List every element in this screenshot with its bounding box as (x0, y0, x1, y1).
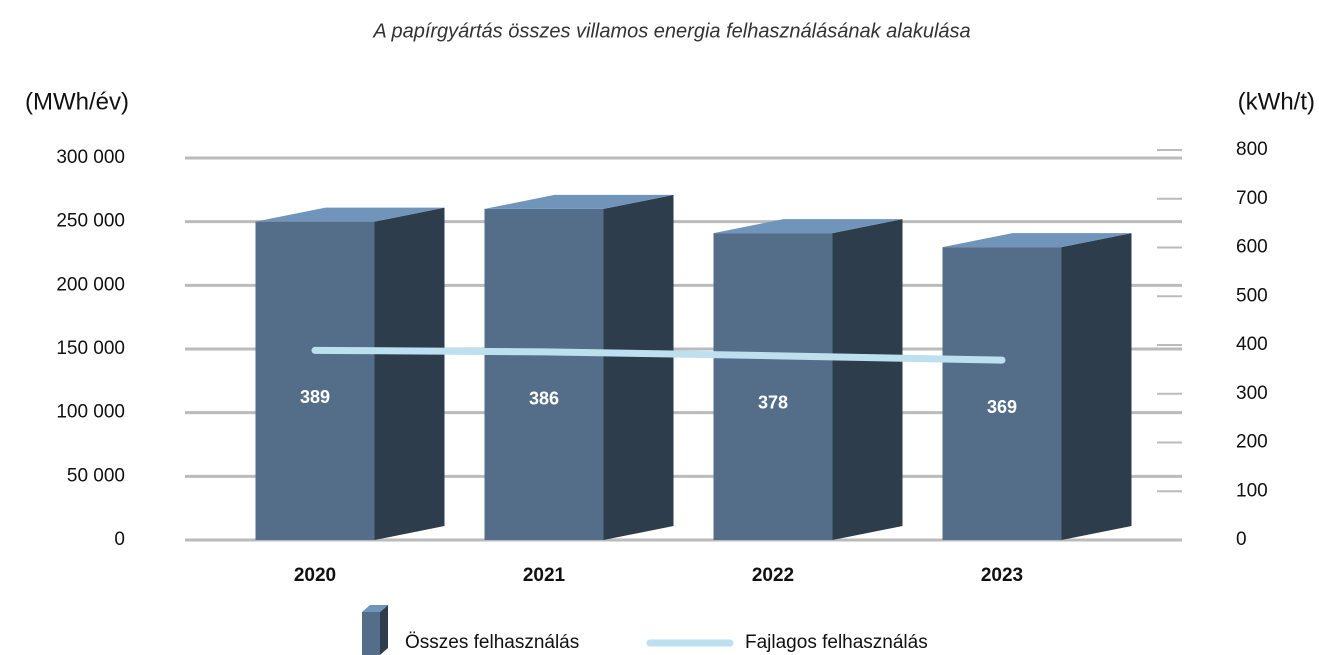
y-tick-label: 100 000 (56, 402, 125, 423)
y2-tick-label: 800 (1236, 139, 1268, 160)
bar-front (255, 221, 375, 540)
legend-swatch (362, 605, 388, 655)
x-tick-label: 2023 (981, 565, 1023, 586)
y2-tick-label: 200 (1236, 432, 1268, 453)
bar-front (713, 233, 833, 541)
y-tick-label: 150 000 (56, 338, 125, 359)
x-tick-label: 2021 (523, 565, 566, 586)
bar-front (942, 247, 1062, 540)
y-tick-label: 0 (114, 529, 125, 550)
bar-top (484, 194, 674, 209)
data-label: 378 (758, 392, 788, 412)
bar-top (713, 219, 903, 234)
y-tick-label: 250 000 (56, 211, 125, 232)
x-tick-label: 2020 (294, 565, 336, 586)
bar-top (255, 207, 445, 222)
y-axis-title: (MWh/év) (25, 88, 129, 115)
bar-front (484, 208, 604, 540)
legend-swatch-face (362, 612, 380, 655)
line (311, 346, 1006, 364)
y2-axis-title: (kWh/t) (1238, 88, 1315, 115)
legend-swatch-face (380, 605, 388, 655)
legend-swatch-face (362, 605, 388, 612)
y2-tick-label: 700 (1236, 188, 1268, 209)
y-tick-label: 300 000 (56, 147, 125, 168)
data-label: 369 (987, 397, 1017, 417)
y-tick-label: 50 000 (67, 465, 125, 486)
y2-tick-label: 600 (1236, 237, 1268, 258)
legend-label: Összes felhasználás (405, 632, 579, 653)
bar (713, 219, 903, 541)
y2-tick-label: 400 (1236, 334, 1268, 355)
y2-tick-label: 500 (1236, 285, 1268, 306)
bar-side (1061, 233, 1132, 540)
bar-side (374, 207, 445, 540)
x-tick-label: 2022 (752, 565, 794, 586)
legend-label: Fajlagos felhasználás (745, 632, 928, 653)
bar-top (942, 233, 1132, 248)
bar (255, 207, 445, 540)
y2-tick-label: 100 (1236, 480, 1268, 501)
y-tick-label: 200 000 (56, 274, 125, 295)
data-label: 389 (300, 387, 330, 407)
bar (942, 233, 1132, 540)
data-label: 386 (529, 389, 559, 409)
bar (484, 194, 674, 540)
y2-tick-label: 300 (1236, 383, 1268, 404)
bar-side (603, 194, 674, 540)
chart-title: A papírgyártás összes villamos energia f… (372, 20, 970, 42)
bar-side (832, 219, 903, 541)
y2-tick-label: 0 (1236, 529, 1247, 550)
